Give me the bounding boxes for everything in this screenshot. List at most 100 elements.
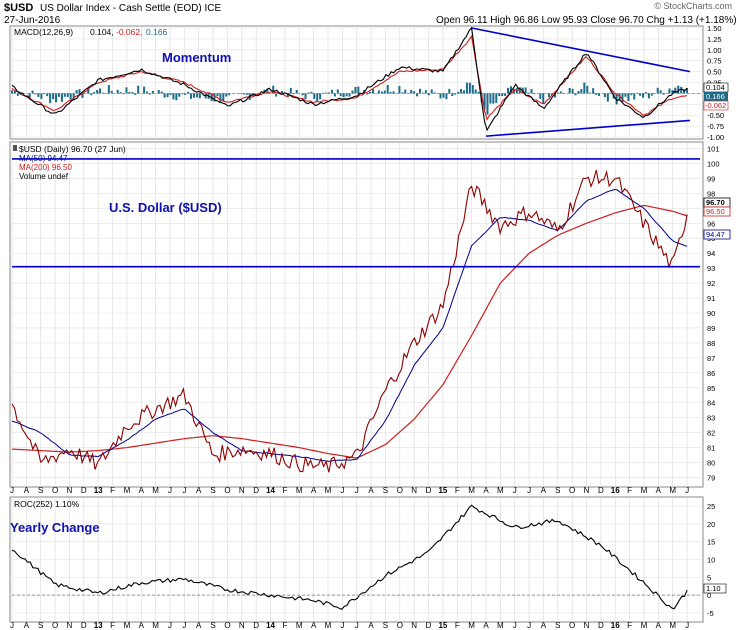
y-tick-label: 0 <box>707 591 711 600</box>
hist-tag-box <box>704 92 728 101</box>
x-tick-label: O <box>224 486 230 495</box>
y-tick-label: 0.50 <box>707 68 722 77</box>
x-tick-label: F <box>110 621 115 630</box>
x-tick-label: S <box>210 486 215 495</box>
x-tick-label: A <box>311 486 317 495</box>
x-tick-label: F <box>627 621 632 630</box>
signal-tag-box <box>703 100 729 111</box>
x-tick-label: S <box>383 621 388 630</box>
x-tick-label: 16 <box>611 621 620 630</box>
y-tick-label: 85 <box>707 384 715 393</box>
macd-tag-text: 0.104 <box>706 83 725 92</box>
x-tick-label: J <box>340 621 344 630</box>
x-tick-label: A <box>24 486 30 495</box>
x-tick-label: J <box>355 621 359 630</box>
x-tick-label: O <box>52 621 58 630</box>
x-tick-label: O <box>569 486 575 495</box>
hist-tag-text: 0.166 <box>706 92 725 101</box>
x-tick-label: J <box>355 486 359 495</box>
ma50-tag-text: 94.47 <box>706 230 725 239</box>
x-tick-label: 15 <box>438 621 447 630</box>
y-tick-label: 20 <box>707 520 715 529</box>
x-tick-label: M <box>325 486 332 495</box>
x-tick-label: A <box>541 621 547 630</box>
y-tick-label: 93 <box>707 264 715 273</box>
y-tick-label: -0.50 <box>707 111 724 120</box>
x-tick-label: F <box>110 486 115 495</box>
price-legend-volume: Volume undef <box>19 172 69 181</box>
ma200-tag-text: 96.50 <box>706 207 725 216</box>
y-tick-label: 86 <box>707 369 715 378</box>
x-tick-label: A <box>368 486 374 495</box>
y-tick-label: 1.00 <box>707 46 722 55</box>
y-tick-label: 5 <box>707 573 711 582</box>
macd-legend-value-hist: 0.166 <box>146 27 168 37</box>
x-tick-label: A <box>368 621 374 630</box>
x-tick-label: F <box>282 621 287 630</box>
x-tick-label: N <box>239 621 245 630</box>
x-tick-label: D <box>598 486 604 495</box>
y-tick-label: 101 <box>707 144 720 153</box>
y-tick-label: 25 <box>707 502 715 511</box>
chart-title: US Dollar Index - Cash Settle (EOD) ICE <box>40 3 222 14</box>
y-tick-label: 80 <box>707 459 715 468</box>
x-tick-label: A <box>311 621 317 630</box>
x-tick-label: J <box>513 486 517 495</box>
y-tick-label: 1.50 <box>707 24 722 33</box>
y-tick-label: 92 <box>707 279 715 288</box>
x-tick-label: A <box>483 486 489 495</box>
x-tick-label: J <box>182 486 186 495</box>
x-tick-label: O <box>224 621 230 630</box>
x-tick-label: D <box>598 621 604 630</box>
macd-legend-value-signal: -0.062, <box>116 27 142 37</box>
x-tick-label: D <box>426 486 432 495</box>
x-tick-label: J <box>685 621 689 630</box>
yearly-change-annotation: Yearly Change <box>10 520 100 535</box>
x-tick-label: F <box>627 486 632 495</box>
x-tick-label: J <box>10 486 14 495</box>
usd-annotation: U.S. Dollar ($USD) <box>109 200 222 215</box>
x-tick-label: F <box>282 486 287 495</box>
macd-trendline <box>471 27 691 73</box>
x-tick-label: M <box>497 621 504 630</box>
y-tick-label: 89 <box>707 324 715 333</box>
price-legend-ma50: MA(50) 94.47 <box>19 154 68 163</box>
y-tick-label: 100 <box>707 159 720 168</box>
y-tick-label: 91 <box>707 294 715 303</box>
macd-legend-name: MACD(12,26,9) <box>14 27 73 37</box>
x-tick-label: 13 <box>94 486 103 495</box>
x-tick-label: N <box>67 486 73 495</box>
x-tick-label: 14 <box>266 621 275 630</box>
x-tick-label: J <box>340 486 344 495</box>
macd-legend-value-macd: 0.104, <box>90 27 114 37</box>
y-tick-label: 98 <box>707 189 715 198</box>
ma50-line <box>11 188 688 462</box>
x-tick-label: N <box>67 621 73 630</box>
x-tick-label: D <box>81 486 87 495</box>
x-tick-label: J <box>513 621 517 630</box>
x-tick-label: N <box>584 486 590 495</box>
ma200-tag-box <box>703 206 731 217</box>
ma50-tag-box <box>703 229 731 240</box>
y-tick-label: 79 <box>707 474 715 483</box>
x-tick-label: M <box>669 621 676 630</box>
watermark: © StockCharts.com <box>654 1 732 11</box>
y-tick-label: -5 <box>707 609 714 618</box>
roc-tag-box <box>703 583 727 594</box>
roc-legend: ROC(252) 1.10% <box>14 499 80 509</box>
x-tick-label: O <box>52 486 58 495</box>
x-tick-label: J <box>168 621 172 630</box>
roc-tag-text: 1.10 <box>706 584 721 593</box>
x-tick-label: S <box>555 621 560 630</box>
x-tick-label: N <box>411 486 417 495</box>
price-legend-symbol: $USD (Daily) 96.70 (27 Jun) <box>19 144 126 154</box>
y-tick-label: 88 <box>707 339 715 348</box>
quote-line: Open 96.11 High 96.86 Low 95.93 Close 96… <box>436 15 738 26</box>
x-tick-label: A <box>656 621 662 630</box>
x-tick-label: M <box>641 621 648 630</box>
x-tick-label: S <box>38 486 43 495</box>
quote-values: Open 96.11 High 96.86 Low 95.93 Close 96… <box>436 15 737 26</box>
x-tick-label: M <box>325 621 332 630</box>
x-tick-label: M <box>468 621 475 630</box>
y-tick-label: 0.75 <box>707 57 722 66</box>
